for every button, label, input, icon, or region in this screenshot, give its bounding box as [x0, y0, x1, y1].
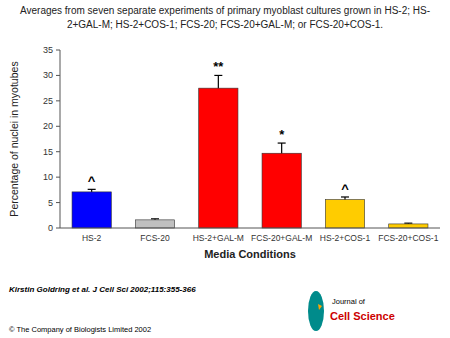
logo-text: Cell Science	[330, 310, 395, 322]
y-tick-label: 5	[48, 198, 53, 208]
error-cap	[151, 218, 159, 219]
logo-icon	[308, 291, 324, 331]
y-tick-label: 10	[43, 172, 53, 182]
x-tick-label: HS-2+GAL-M	[193, 233, 244, 243]
citation: Kirstin Goldring et al. J Cell Sci 2002;…	[9, 285, 196, 294]
x-axis	[60, 228, 440, 229]
y-tick	[56, 177, 60, 178]
y-tick	[56, 75, 60, 76]
error-cap	[341, 196, 349, 197]
title: Averages from seven separate experiments…	[20, 5, 430, 16]
annotation: *	[279, 127, 285, 142]
y-tick	[56, 126, 60, 127]
annotation: **	[213, 59, 224, 74]
error-cap	[88, 189, 96, 190]
y-tick	[56, 151, 60, 152]
y-tick-label: 35	[43, 45, 53, 55]
y-axis	[60, 50, 61, 228]
error-cap	[278, 142, 286, 143]
x-tick-label: FCS-20	[140, 233, 170, 243]
y-tick-label: 0	[48, 223, 53, 233]
logo-icon-spot	[318, 304, 322, 310]
error-cap	[404, 223, 412, 224]
bar	[389, 224, 428, 228]
y-tick	[56, 202, 60, 203]
logo: Journal of Cell Science	[308, 291, 395, 331]
y-tick-label: 30	[43, 70, 53, 80]
y-tick-label: 15	[43, 147, 53, 157]
bar	[199, 88, 238, 228]
y-tick-label: 20	[43, 121, 53, 131]
bar	[325, 200, 364, 228]
logo-text: Journal of	[332, 297, 366, 306]
x-tick-label: FCS-20+GAL-M	[251, 233, 312, 243]
y-tick	[56, 228, 60, 229]
y-axis-label: Percentage of nuclei in myotubes	[8, 61, 20, 216]
y-tick	[56, 100, 60, 101]
y-tick-label: 25	[43, 96, 53, 106]
bar	[135, 220, 174, 228]
x-tick-label: HS-2+COS-1	[320, 233, 371, 243]
copyright: © The Company of Biologists Limited 2002	[9, 325, 151, 334]
subtitle: 2+GAL-M; HS-2+COS-1; FCS-20; FCS-20+GAL-…	[67, 19, 383, 30]
y-tick	[56, 50, 60, 51]
annotation: ^	[341, 181, 349, 196]
error-cap	[214, 75, 222, 76]
x-tick-label: FCS-20+COS-1	[378, 233, 438, 243]
bar	[262, 153, 301, 228]
annotation: ^	[88, 173, 96, 188]
x-tick-label: HS-2	[82, 233, 102, 243]
bar	[72, 192, 111, 228]
chart: Averages from seven separate experiments…	[0, 0, 450, 338]
x-axis-label: Media Conditions	[204, 248, 296, 260]
